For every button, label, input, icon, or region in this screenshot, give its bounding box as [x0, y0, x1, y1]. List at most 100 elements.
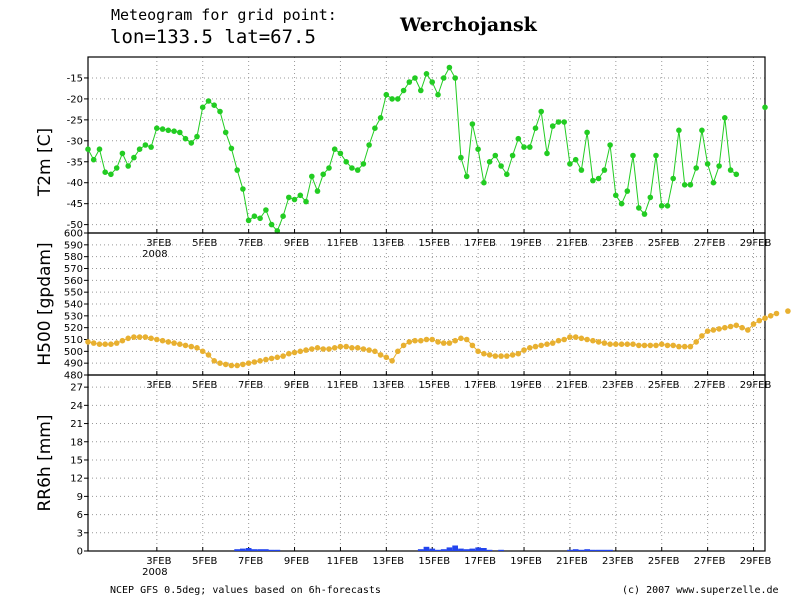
rr6h-ytick-label: 6 — [77, 510, 83, 521]
h500-data-point — [486, 352, 493, 358]
h500-data-point — [286, 350, 292, 357]
rr6h-xtick-label: 3FEB — [146, 556, 171, 567]
t2m-data-point — [578, 167, 585, 173]
t2m-data-point — [395, 96, 401, 102]
h500-data-point — [349, 345, 355, 351]
rr6h-xtick-label: 13FEB — [373, 556, 405, 567]
h500-data-point — [601, 340, 608, 346]
t2m-data-point — [521, 144, 527, 150]
h500-xtick-label: 27FEB — [694, 380, 726, 391]
t2m-year-label: 2008 — [142, 249, 167, 260]
h500-data-point — [710, 327, 717, 333]
t2m-data-point — [693, 165, 699, 171]
rr6h-xtick-label: 23FEB — [602, 556, 634, 567]
h500-ytick-label: 490 — [64, 359, 83, 370]
rr6h-xtick-label: 7FEB — [238, 556, 263, 567]
h500-data-point — [492, 353, 499, 359]
h500-data-point — [165, 339, 172, 345]
rr6h-ytick-label: 24 — [70, 401, 83, 412]
h500-data-point — [113, 340, 120, 346]
rr6h-ytick-label: 21 — [70, 419, 83, 430]
h500-data-point — [268, 355, 275, 362]
h500-data-point — [131, 334, 137, 340]
h500-data-point — [297, 348, 304, 355]
h500-ytick-label: 600 — [64, 229, 83, 240]
h500-data-point — [578, 335, 585, 342]
rr6h-ytick-label: 9 — [77, 492, 83, 503]
h500-xtick-label: 17FEB — [464, 380, 496, 391]
h500-data-point — [326, 346, 332, 352]
rr6h-precip-bar — [251, 549, 258, 551]
h500-data-point — [739, 324, 745, 331]
rr6h-ytick-label: 27 — [70, 383, 83, 394]
t2m-xtick-label: 11FEB — [327, 238, 359, 249]
rr6h-ytick-label: 0 — [77, 547, 83, 558]
h500-xtick-label: 7FEB — [238, 380, 263, 391]
t2m-data-point — [492, 152, 499, 159]
t2m-xtick-label: 27FEB — [694, 238, 726, 249]
t2m-data-point — [481, 179, 487, 186]
h500-data-point — [263, 356, 269, 363]
t2m-data-point — [154, 125, 160, 131]
rr6h-precip-bar — [417, 549, 424, 551]
h500-data-point — [406, 339, 413, 345]
h500-ytick-label: 480 — [64, 371, 83, 382]
t2m-data-point — [194, 133, 200, 140]
h500-data-point — [767, 313, 774, 319]
rr6h-precip-bar — [440, 549, 447, 551]
t2m-data-point — [314, 188, 321, 194]
h500-data-point — [756, 317, 763, 324]
h500-data-point — [670, 342, 676, 349]
rr6h-precip-bar — [257, 549, 263, 551]
h500-data-point — [331, 345, 338, 351]
t2m-data-point — [653, 152, 659, 159]
h500-data-point — [234, 362, 240, 369]
h500-xtick-label: 25FEB — [648, 380, 680, 391]
rr6h-xtick-label: 11FEB — [327, 556, 359, 567]
h500-data-point — [314, 345, 321, 351]
t2m-data-point — [670, 175, 676, 182]
rr6h-xtick-label: 25FEB — [648, 556, 680, 567]
rr6h-ytick-label: 3 — [77, 528, 83, 539]
t2m-ytick-label: -30 — [67, 136, 83, 147]
t2m-data-point — [337, 150, 344, 157]
h500-data-point — [257, 358, 263, 364]
t2m-xtick-label: 21FEB — [556, 238, 588, 249]
rr6h-precip-bar — [452, 545, 458, 551]
t2m-data-point — [538, 108, 544, 115]
t2m-data-point — [630, 152, 636, 159]
t2m-data-point — [297, 192, 304, 199]
t2m-data-point — [217, 108, 223, 115]
t2m-data-point — [125, 163, 131, 169]
h500-data-point — [567, 334, 573, 340]
rr6h-ytick-label: 18 — [70, 437, 83, 448]
h500-data-point — [188, 343, 195, 350]
t2m-data-point — [555, 119, 562, 125]
h500-ytick-label: 560 — [64, 276, 83, 287]
t2m-xtick-label: 15FEB — [418, 238, 450, 249]
h500-data-point — [102, 341, 108, 348]
t2m-data-point — [498, 163, 504, 169]
t2m-data-point — [658, 203, 665, 209]
rr6h-precip-bar — [245, 548, 252, 551]
t2m-data-point — [722, 115, 728, 121]
h500-data-point — [727, 323, 734, 330]
h500-data-point — [613, 341, 619, 348]
t2m-data-point — [383, 91, 390, 98]
t2m-data-point — [613, 192, 619, 199]
rr6h-precip-bar — [475, 547, 481, 551]
h500-data-point — [452, 337, 459, 344]
h500-data-point — [96, 341, 103, 348]
t2m-data-point — [710, 179, 717, 186]
h500-data-point — [463, 336, 470, 343]
h500-data-point — [90, 340, 97, 346]
h500-xtick-label: 23FEB — [602, 380, 634, 391]
h500-data-point — [475, 348, 481, 355]
t2m-data-point — [664, 203, 671, 209]
t2m-data-point — [205, 98, 212, 104]
h500-data-point — [291, 349, 298, 356]
h500-frame — [87, 232, 766, 376]
rr6h-xtick-label: 19FEB — [510, 556, 542, 567]
h500-ytick-label: 570 — [64, 264, 83, 275]
